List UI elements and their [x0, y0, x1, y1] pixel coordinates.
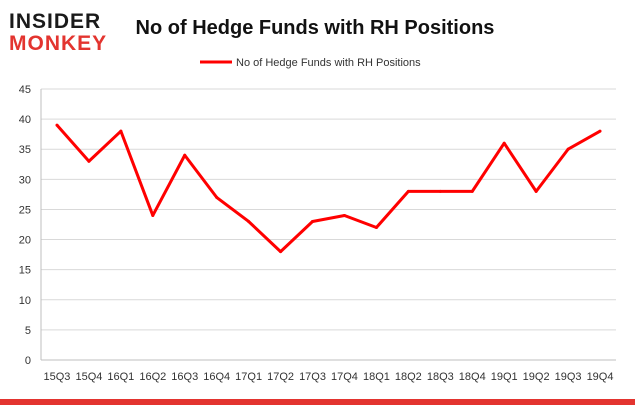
insider-monkey-logo: INSIDER MONKEY	[9, 10, 107, 55]
data-point	[342, 213, 346, 217]
y-tick-label: 10	[19, 295, 31, 307]
x-tick-label: 16Q2	[139, 371, 166, 383]
data-point	[247, 219, 251, 223]
x-tick-label: 18Q1	[363, 371, 390, 383]
logo-line-2: MONKEY	[9, 32, 107, 55]
legend: No of Hedge Funds with RH Positions	[200, 57, 421, 69]
x-tick-label: 19Q4	[587, 371, 614, 383]
y-tick-label: 45	[19, 84, 31, 96]
x-tick-label: 17Q2	[267, 371, 294, 383]
x-tick-label: 19Q2	[523, 371, 550, 383]
x-tick-label: 15Q3	[44, 371, 71, 383]
data-point	[55, 123, 59, 127]
y-tick-label: 35	[19, 144, 31, 156]
data-point	[438, 189, 442, 193]
data-point	[374, 226, 378, 230]
chart-title: No of Hedge Funds with RH Positions	[136, 17, 495, 39]
y-tick-label: 25	[19, 204, 31, 216]
x-tick-label: 18Q4	[459, 371, 486, 383]
data-point	[566, 147, 570, 151]
y-tick-label: 0	[25, 355, 31, 367]
y-tick-label: 30	[19, 174, 31, 186]
data-point	[183, 153, 187, 157]
x-tick-label: 17Q3	[299, 371, 326, 383]
x-tick-label: 16Q3	[171, 371, 198, 383]
x-tick-label: 19Q1	[491, 371, 518, 383]
data-point	[470, 189, 474, 193]
y-tick-label: 40	[19, 114, 31, 126]
x-tick-label: 16Q4	[203, 371, 230, 383]
x-tick-label: 15Q4	[75, 371, 102, 383]
x-tick-label: 17Q4	[331, 371, 358, 383]
x-tick-label: 18Q3	[427, 371, 454, 383]
x-tick-label: 19Q3	[555, 371, 582, 383]
data-point	[406, 189, 410, 193]
data-point	[311, 219, 315, 223]
data-point	[279, 250, 283, 254]
y-axis-ticks: 0 5 10 15 20 25 30 35 40 45	[19, 84, 31, 367]
data-point	[502, 141, 506, 145]
data-point	[119, 129, 123, 133]
y-tick-label: 5	[25, 325, 31, 337]
series-lines	[55, 123, 602, 254]
data-point	[87, 159, 91, 163]
x-axis-ticks: 15Q3 15Q4 16Q1 16Q2 16Q3 16Q4 17Q1 17Q2 17Q3 17Q4…	[44, 371, 614, 383]
data-point	[215, 195, 219, 199]
legend-label: No of Hedge Funds with RH Positions	[236, 57, 421, 69]
bottom-accent-bar	[0, 399, 635, 405]
y-tick-label: 20	[19, 235, 31, 247]
series-line	[55, 124, 601, 254]
x-tick-label: 18Q2	[395, 371, 422, 383]
data-point	[151, 213, 155, 217]
data-point	[534, 189, 538, 193]
x-tick-label: 17Q1	[235, 371, 262, 383]
data-point	[598, 129, 602, 133]
gridlines	[40, 88, 616, 361]
logo-line-1: INSIDER	[9, 10, 101, 33]
x-tick-label: 16Q1	[107, 371, 134, 383]
y-tick-label: 15	[19, 265, 31, 277]
